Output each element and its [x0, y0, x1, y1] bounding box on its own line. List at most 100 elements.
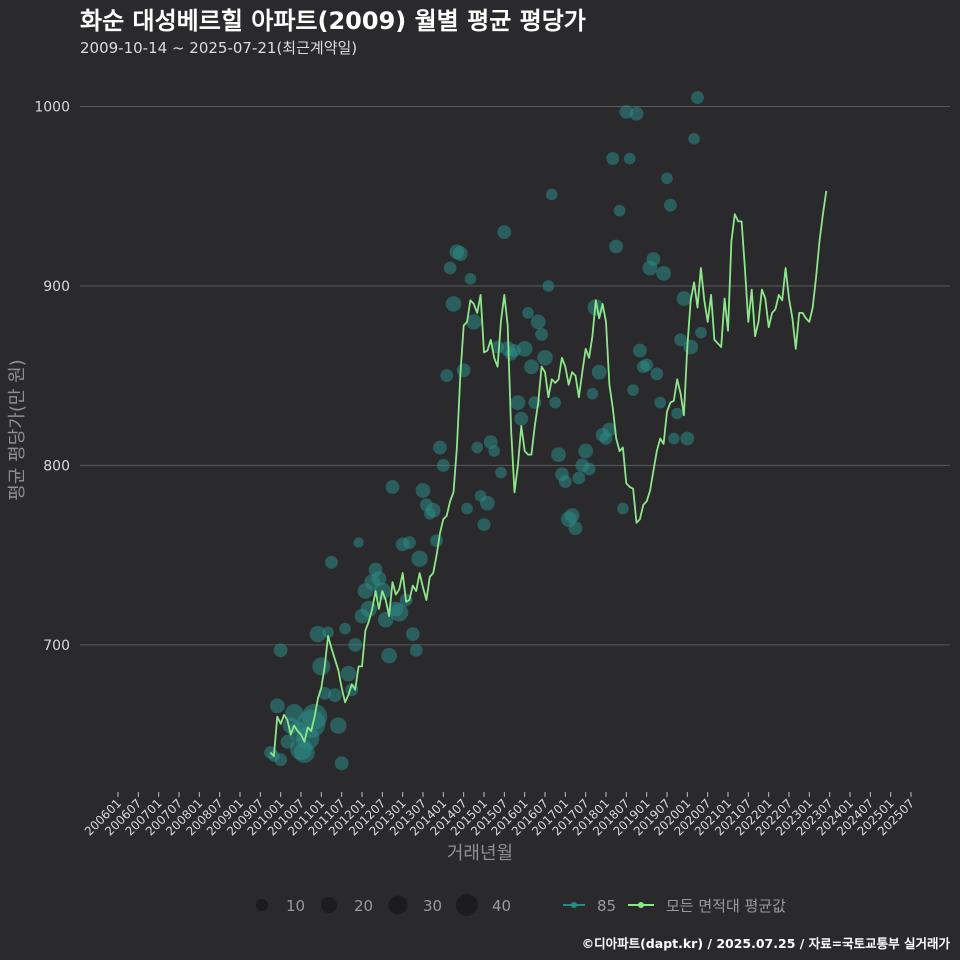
grid-lines	[80, 106, 950, 646]
scatter-point-117	[661, 172, 673, 185]
scatter-point-97	[591, 364, 607, 380]
scatter-point-73	[510, 395, 526, 411]
chart-title: 화순 대성베르힐 아파트(2009) 월별 평균 평당가	[80, 7, 586, 35]
scatter-point-75	[516, 340, 533, 357]
scatter-point-41	[403, 536, 416, 549]
scatter-point-26	[353, 537, 364, 548]
scatter-point-38	[390, 603, 409, 622]
scatter-point-84	[549, 396, 561, 409]
scatter-point-17	[322, 626, 334, 639]
scatter-point-68	[495, 466, 507, 479]
size-legend-marker-30	[388, 895, 408, 915]
y-tick-700: 700	[43, 638, 70, 654]
scatter-point-21	[334, 756, 349, 771]
scatter-point-48	[425, 502, 441, 518]
average-line-series	[269, 190, 828, 757]
size-legend-label-30: 30	[423, 897, 442, 915]
scatter-point-76	[522, 307, 534, 319]
scatter-point-44	[411, 550, 428, 567]
scatter-point-25	[348, 637, 363, 652]
scatter-point-124	[683, 339, 699, 355]
scatter-point-102	[609, 239, 624, 254]
scatter-point-66	[488, 445, 500, 457]
x-axis-label: 거래년월	[447, 843, 513, 864]
scatter-point-29	[360, 600, 377, 618]
scatter-point-35	[381, 647, 397, 664]
scatter-point-52	[440, 369, 454, 383]
scatter-point-87	[558, 475, 572, 488]
scatter-point-54	[445, 296, 462, 312]
scatter-point-108	[629, 106, 644, 121]
series-legend-average-marker	[638, 902, 644, 908]
scatter-point-116	[656, 266, 672, 281]
series-legend-85-label: 85	[597, 897, 616, 915]
scatter-point-125	[688, 133, 700, 145]
size-legend-marker-20	[321, 897, 337, 913]
scatter-point-122	[676, 291, 692, 306]
scatter-point-100	[602, 422, 617, 437]
scatter-point-19	[327, 688, 342, 703]
scatter-point-109	[632, 343, 647, 358]
scatter-point-105	[619, 105, 634, 119]
scatter-point-36	[385, 480, 400, 494]
scatter-point-63	[477, 518, 491, 532]
scatter-point-127	[695, 326, 707, 339]
scatter-point-79	[530, 314, 546, 330]
scatter-point-77	[524, 359, 539, 375]
scatter-point-53	[443, 261, 457, 275]
scatter-point-51	[436, 459, 450, 472]
scatter-point-113	[646, 252, 661, 266]
x-axis-ticks: 2006012006072007012007072008012008072009…	[82, 792, 917, 839]
scatter-point-42	[405, 627, 420, 641]
chart-subtitle: 2009-10-14 ~ 2025-07-21(최근계약일)	[80, 39, 357, 57]
scatter-point-123	[680, 431, 695, 446]
series-legend-average-label: 모든 면적대 평균값	[666, 897, 786, 915]
scatter-point-50	[433, 440, 447, 455]
scatter-point-85	[551, 447, 566, 463]
scatter-series	[264, 91, 707, 771]
y-tick-1000: 1000	[34, 100, 70, 116]
scatter-point-115	[654, 396, 667, 409]
scatter-point-126	[691, 91, 704, 104]
scatter-point-3	[273, 643, 288, 658]
scatter-point-103	[613, 204, 626, 217]
size-legend-label-40: 40	[492, 897, 511, 915]
scatter-point-93	[578, 443, 594, 459]
scatter-point-43	[409, 643, 423, 657]
scatter-point-82	[542, 280, 555, 292]
scatter-point-56	[452, 246, 468, 262]
scatter-point-81	[537, 349, 553, 366]
scatter-point-120	[671, 407, 683, 420]
scatter-point-18	[325, 555, 338, 569]
scatter-point-59	[464, 272, 477, 285]
scatter-point-23	[340, 665, 357, 682]
scatter-point-121	[674, 333, 687, 347]
y-tick-800: 800	[43, 458, 70, 474]
scatter-point-118	[663, 198, 677, 212]
scatter-point-15	[312, 657, 331, 676]
scatter-point-106	[623, 152, 636, 165]
scatter-point-90	[568, 521, 583, 536]
size-legend-marker-40	[456, 894, 478, 916]
scatter-point-4	[274, 753, 288, 767]
size-legend-label-10: 10	[286, 897, 305, 915]
scatter-point-94	[582, 462, 596, 476]
legend: 10 20 30 40 85 모든 면적대 평균값	[256, 894, 786, 916]
size-legend-label-20: 20	[354, 897, 373, 915]
scatter-point-45	[415, 483, 431, 498]
scatter-point-119	[667, 432, 680, 445]
scatter-point-74	[514, 411, 529, 426]
scatter-point-61	[471, 441, 484, 454]
scatter-point-58	[461, 502, 473, 515]
scatter-point-89	[564, 508, 580, 524]
scatter-point-20	[330, 717, 347, 734]
size-legend-marker-10	[256, 899, 268, 911]
scatter-point-32	[371, 571, 387, 586]
scatter-point-14	[309, 625, 327, 643]
scatter-point-22	[339, 622, 351, 635]
scatter-point-80	[535, 328, 549, 341]
scatter-point-114	[650, 367, 664, 381]
scatter-point-83	[545, 188, 558, 201]
scatter-point-111	[640, 358, 654, 372]
source-caption: ©디아파트(dapt.kr) / 2025.07.25 / 자료=국토교통부 실…	[582, 936, 951, 951]
